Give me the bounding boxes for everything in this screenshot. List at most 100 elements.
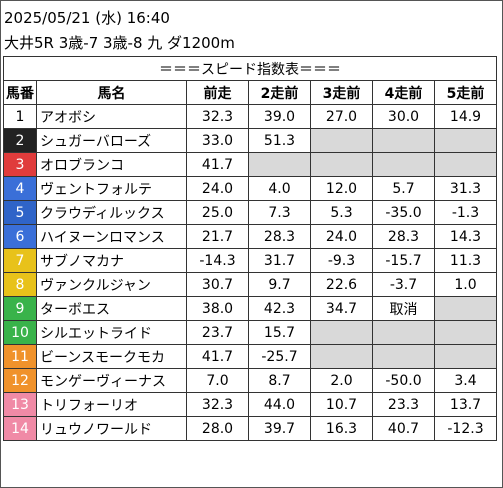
speed-index-cell: 28.0 xyxy=(186,416,249,441)
speed-index-cell: 14.3 xyxy=(434,224,497,249)
horse-number: 5 xyxy=(3,200,37,225)
table-row: 4 ヴェントフォルテ 24.0 4.0 12.0 5.7 31.3 xyxy=(3,176,497,201)
table-row: 1 アオボシ 32.3 39.0 27.0 30.0 14.9 xyxy=(3,104,497,129)
speed-index-table: ＝＝＝スピード指数表＝＝＝ 馬番 馬名 前走 2走前 3走前 4走前 5走前 1 アオボシ 32… xyxy=(3,56,497,441)
horse-name: ハイヌーンロマンス xyxy=(36,224,187,249)
speed-index-cell: 31.3 xyxy=(434,176,497,201)
speed-index-cell xyxy=(434,320,497,345)
speed-index-cell: 41.7 xyxy=(186,344,249,369)
column-header: 前走 xyxy=(186,80,249,105)
speed-index-cell xyxy=(372,152,435,177)
speed-index-cell: 24.0 xyxy=(310,224,373,249)
speed-index-cell: -3.7 xyxy=(372,272,435,297)
table-title: ＝＝＝スピード指数表＝＝＝ xyxy=(3,56,497,81)
horse-number: 2 xyxy=(3,128,37,153)
horse-number: 11 xyxy=(3,344,37,369)
speed-index-cell: 15.7 xyxy=(248,320,311,345)
column-header: 5走前 xyxy=(434,80,497,105)
speed-index-cell xyxy=(434,152,497,177)
speed-index-cell: 40.7 xyxy=(372,416,435,441)
horse-name: リュウノワールド xyxy=(36,416,187,441)
speed-index-cell: 7.3 xyxy=(248,200,311,225)
column-header: 馬番 xyxy=(3,80,37,105)
horse-number: 8 xyxy=(3,272,37,297)
speed-index-cell: 42.3 xyxy=(248,296,311,321)
speed-index-cell: -50.0 xyxy=(372,368,435,393)
table-row: 9 ターボエス 38.0 42.3 34.7 取消 xyxy=(3,296,497,321)
speed-index-cell: 27.0 xyxy=(310,104,373,129)
speed-index-cell: 38.0 xyxy=(186,296,249,321)
horse-name: クラウディルックス xyxy=(36,200,187,225)
speed-index-cell: 14.9 xyxy=(434,104,497,129)
speed-index-cell: 22.6 xyxy=(310,272,373,297)
speed-index-cell: 21.7 xyxy=(186,224,249,249)
table-row: 10 シルエットライド 23.7 15.7 xyxy=(3,320,497,345)
table-row: 11 ビーンスモークモカ 41.7 -25.7 xyxy=(3,344,497,369)
horse-number: 14 xyxy=(3,416,37,441)
speed-index-cell: 31.7 xyxy=(248,248,311,273)
speed-index-cell xyxy=(310,128,373,153)
race-datetime: 2025/05/21 (水) 16:40 xyxy=(4,9,170,27)
speed-index-cell xyxy=(372,344,435,369)
race-info: 大井5R 3歳-7 3歳-8 九 ダ1200m xyxy=(4,34,235,52)
horse-name: ヴェントフォルテ xyxy=(36,176,187,201)
table-row: 13 トリフォーリオ 32.3 44.0 10.7 23.3 13.7 xyxy=(3,392,497,417)
speed-index-cell xyxy=(310,344,373,369)
speed-index-cell: -35.0 xyxy=(372,200,435,225)
speed-index-cell: 25.0 xyxy=(186,200,249,225)
speed-index-cell: 23.3 xyxy=(372,392,435,417)
horse-number: 9 xyxy=(3,296,37,321)
speed-index-cell xyxy=(310,152,373,177)
horse-name: ビーンスモークモカ xyxy=(36,344,187,369)
speed-index-cell xyxy=(434,296,497,321)
speed-index-cell: 39.0 xyxy=(248,104,311,129)
speed-index-cell: 16.3 xyxy=(310,416,373,441)
speed-index-cell: 51.3 xyxy=(248,128,311,153)
speed-index-cell: 32.3 xyxy=(186,104,249,129)
horse-name: アオボシ xyxy=(36,104,187,129)
table-row: 7 サブノマカナ -14.3 31.7 -9.3 -15.7 11.3 xyxy=(3,248,497,273)
speed-index-cell: 33.0 xyxy=(186,128,249,153)
column-header-row: 馬番 馬名 前走 2走前 3走前 4走前 5走前 xyxy=(3,80,497,105)
horse-name: ターボエス xyxy=(36,296,187,321)
speed-index-cell xyxy=(372,320,435,345)
speed-index-cell: 24.0 xyxy=(186,176,249,201)
horse-name: シルエットライド xyxy=(36,320,187,345)
horse-number: 10 xyxy=(3,320,37,345)
column-header: 4走前 xyxy=(372,80,435,105)
speed-index-cell xyxy=(372,128,435,153)
speed-index-cell: 11.3 xyxy=(434,248,497,273)
table-row: 5 クラウディルックス 25.0 7.3 5.3 -35.0 -1.3 xyxy=(3,200,497,225)
speed-index-cell: 30.7 xyxy=(186,272,249,297)
speed-index-cell: 41.7 xyxy=(186,152,249,177)
horse-name: ヴァンクルジャン xyxy=(36,272,187,297)
speed-index-cell: 44.0 xyxy=(248,392,311,417)
horse-name: トリフォーリオ xyxy=(36,392,187,417)
speed-index-cell: 取消 xyxy=(372,296,435,321)
horse-number: 4 xyxy=(3,176,37,201)
speed-index-cell: 3.4 xyxy=(434,368,497,393)
horse-number: 12 xyxy=(3,368,37,393)
speed-index-cell: 30.0 xyxy=(372,104,435,129)
speed-index-cell xyxy=(310,320,373,345)
speed-index-cell: 34.7 xyxy=(310,296,373,321)
speed-index-cell: 39.7 xyxy=(248,416,311,441)
speed-index-cell: 13.7 xyxy=(434,392,497,417)
horse-name: モンゲーヴィーナス xyxy=(36,368,187,393)
horse-number: 1 xyxy=(3,104,37,129)
speed-index-cell: 2.0 xyxy=(310,368,373,393)
column-header: 馬名 xyxy=(36,80,187,105)
speed-index-cell: 28.3 xyxy=(248,224,311,249)
speed-index-cell: 7.0 xyxy=(186,368,249,393)
speed-index-cell: 5.7 xyxy=(372,176,435,201)
speed-index-cell: -1.3 xyxy=(434,200,497,225)
horse-name: シュガーバローズ xyxy=(36,128,187,153)
speed-index-cell: -15.7 xyxy=(372,248,435,273)
speed-index-cell: 23.7 xyxy=(186,320,249,345)
speed-index-cell: 28.3 xyxy=(372,224,435,249)
speed-index-cell: -12.3 xyxy=(434,416,497,441)
speed-index-cell: 12.0 xyxy=(310,176,373,201)
speed-index-cell: -14.3 xyxy=(186,248,249,273)
horse-number: 13 xyxy=(3,392,37,417)
speed-index-cell: 8.7 xyxy=(248,368,311,393)
